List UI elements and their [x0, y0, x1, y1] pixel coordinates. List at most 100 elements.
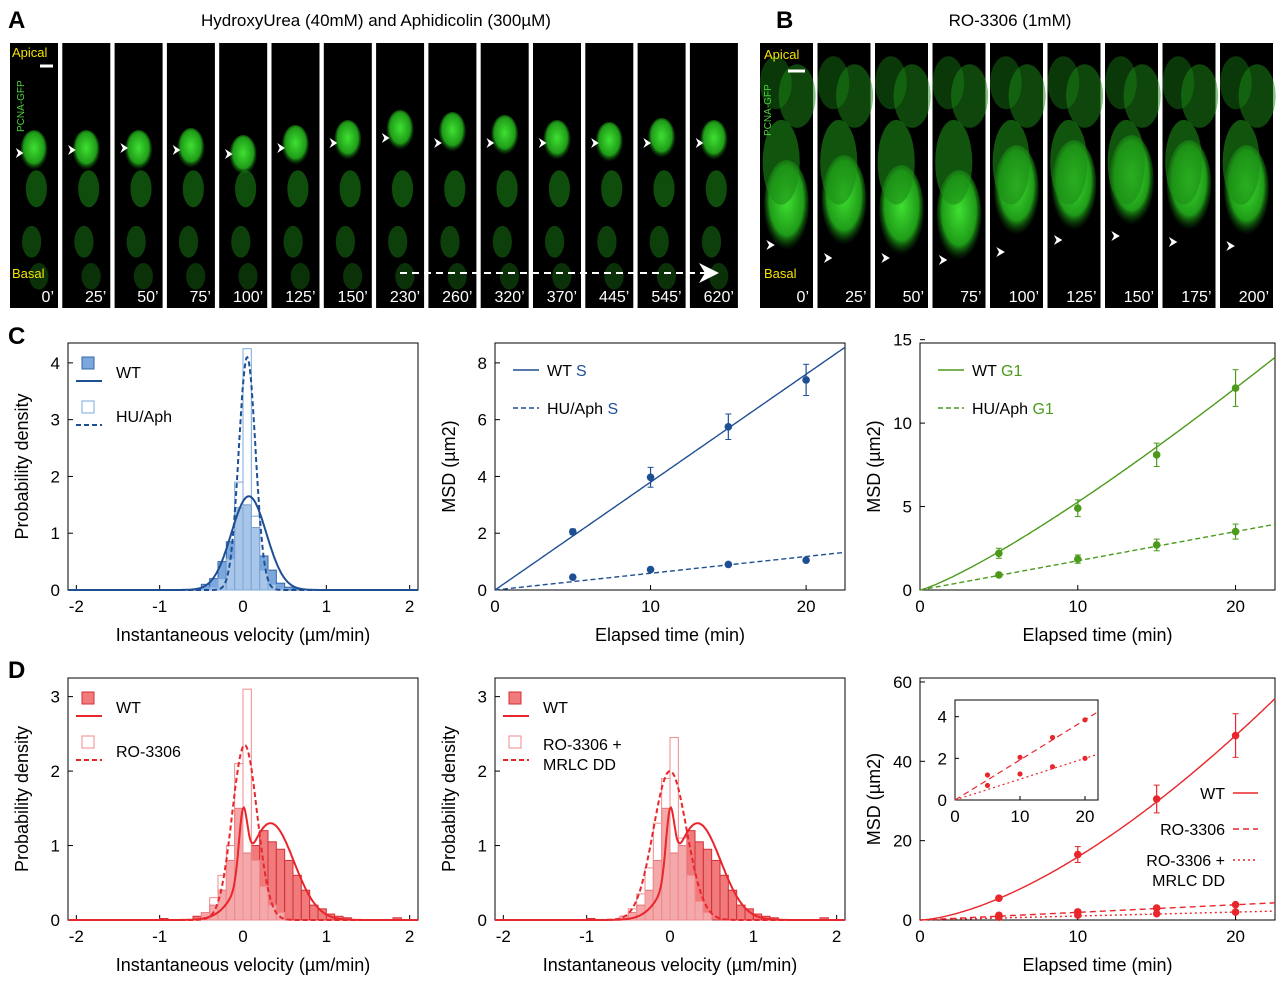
- y-axis-label: MSD (µm2): [439, 420, 459, 512]
- tracked-nucleus: [177, 128, 205, 168]
- fit-curve-dashed: [68, 743, 418, 921]
- background-nucleus: [496, 170, 518, 208]
- y-tick-label: 40: [893, 752, 912, 771]
- background-nucleus: [1107, 119, 1145, 205]
- arrowhead-marker: [1111, 231, 1120, 241]
- x-tick-label: 0: [915, 927, 924, 946]
- hist-bar-b: [702, 912, 713, 921]
- hist-bar-b: [250, 859, 261, 921]
- background-nucleus: [22, 225, 42, 258]
- legend-label: WT S: [547, 363, 587, 380]
- inset-data-point: [984, 772, 991, 778]
- tracked-nucleus: [438, 112, 466, 152]
- hist-bar-a: [719, 874, 729, 921]
- arrowhead-marker: [1053, 235, 1063, 245]
- background-nucleus: [343, 262, 363, 290]
- plot-frame: [494, 342, 846, 591]
- hist-bar-b: [686, 874, 696, 921]
- timepoint-label: 50’: [903, 289, 924, 306]
- arrowhead-marker: [15, 148, 24, 158]
- tracked-nucleus: [20, 130, 48, 170]
- y-tick-label: 15: [893, 331, 912, 350]
- x-tick-label: -2: [69, 597, 84, 616]
- background-nucleus: [1105, 56, 1137, 110]
- background-nucleus: [287, 170, 309, 208]
- legend-label: WT: [116, 365, 141, 382]
- background-nucleus: [444, 170, 466, 208]
- data-point: [1231, 384, 1240, 392]
- x-tick-label: 1: [322, 927, 331, 946]
- y-tick-label: 8: [478, 354, 487, 373]
- fit-line: [919, 523, 1276, 591]
- background-nucleus: [1165, 119, 1203, 205]
- y-tick-label: 0: [903, 581, 912, 600]
- timepoint-label: 75’: [960, 289, 981, 306]
- timepoint-label: 200’: [1239, 289, 1269, 306]
- background-nucleus: [604, 262, 624, 290]
- legend-label: HU/Aph S: [547, 401, 618, 418]
- legend-label: MRLC DD: [543, 757, 616, 774]
- background-nucleus: [1123, 64, 1161, 128]
- background-nucleus: [391, 170, 414, 208]
- background-nucleus: [760, 56, 792, 110]
- x-tick-label: 10: [1068, 927, 1087, 946]
- background-nucleus: [133, 262, 153, 290]
- timepoint-label: 370’: [547, 289, 577, 306]
- tracked-nucleus: [595, 122, 623, 162]
- background-nucleus: [1047, 56, 1080, 110]
- inset-x-tick-label: 20: [1076, 807, 1095, 826]
- arrowhead-marker: [938, 255, 948, 265]
- y-tick-label: 5: [903, 498, 912, 517]
- data-point: [1152, 795, 1161, 803]
- panel-letter-c: C: [8, 323, 25, 350]
- background-nucleus: [1181, 64, 1219, 128]
- fit-line: [494, 346, 846, 591]
- inset-y-tick-label: 4: [938, 708, 947, 727]
- data-point: [1152, 904, 1161, 912]
- y-tick-label: 60: [893, 673, 912, 692]
- timepoint-label: 620’: [704, 289, 734, 306]
- y-tick-label: 2: [51, 467, 60, 486]
- arrowhead-marker: [1168, 237, 1178, 247]
- background-nucleus: [701, 225, 722, 258]
- timepoint-label: 100’: [233, 289, 263, 306]
- inset-fit-line: [954, 753, 1099, 801]
- x-tick-label: 0: [238, 597, 247, 616]
- x-tick-label: 10: [641, 597, 660, 616]
- hist-bar-a: [292, 874, 302, 921]
- y-axis-label: MSD (µm2): [864, 753, 884, 845]
- timepoint-label: 0’: [797, 289, 809, 306]
- arrowhead-marker: [434, 138, 442, 148]
- fit-line: [919, 902, 1276, 921]
- timepoint-label: 150’: [1124, 289, 1154, 306]
- data-point: [802, 556, 810, 564]
- inset-x-tick-label: 10: [1011, 807, 1030, 826]
- data-point: [1231, 908, 1240, 916]
- x-tick-label: 2: [832, 927, 841, 946]
- background-nucleus: [178, 225, 199, 258]
- background-nucleus: [231, 225, 251, 258]
- background-nucleus: [130, 170, 152, 208]
- background-nucleus: [709, 262, 729, 290]
- background-nucleus: [817, 56, 850, 110]
- y-tick-label: 20: [893, 832, 912, 851]
- legend-label: HU/Aph: [116, 409, 172, 426]
- x-tick-label: 0: [238, 927, 247, 946]
- arrowhead-marker: [1226, 241, 1235, 251]
- legend-label: WT: [116, 700, 141, 717]
- y-tick-label: 6: [478, 411, 487, 430]
- x-tick-label: -1: [152, 927, 167, 946]
- timepoint-label: 125’: [1066, 289, 1096, 306]
- tracked-nucleus: [334, 120, 362, 160]
- data-point: [724, 560, 733, 569]
- legend-swatch-filled: [81, 691, 95, 705]
- hist-bar-b: [694, 900, 704, 921]
- panel-a-timelapse: 0’ 25’ 50’ 75’ 100’ 125’ 150’ 230’ 260’ 320’ 370’ 4…: [10, 43, 738, 308]
- tracked-nucleus: [282, 125, 309, 165]
- chart-c3-msd-g1: 0 10 20 0 5 10 15 Elapsed time (min) MSD (µm2) WT…: [864, 331, 1276, 645]
- background-nucleus: [25, 170, 47, 208]
- background-nucleus: [932, 56, 965, 110]
- inset-y-tick-label: 2: [938, 749, 947, 768]
- tracked-nucleus: [700, 120, 728, 160]
- data-point: [995, 913, 1003, 922]
